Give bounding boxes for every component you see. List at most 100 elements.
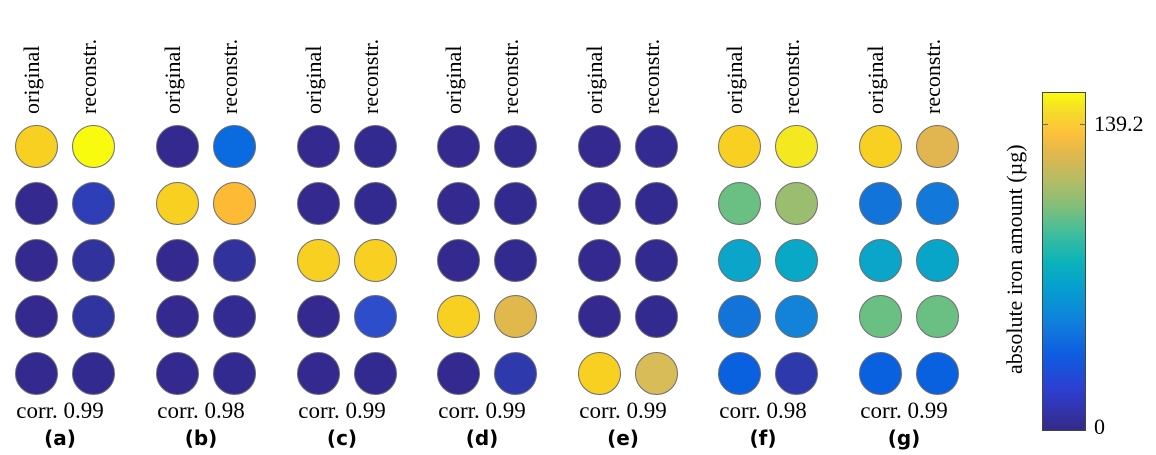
correlation-label: corr. 0.99 [579,398,667,423]
reconstructed-sample-circle [635,352,678,395]
original-sample-circle [718,239,761,282]
reconstructed-sample-circle [635,239,678,282]
panel-letter: (c) [326,426,358,450]
panel-letter: (a) [44,426,76,450]
colorbar-tick-max-right [1080,124,1086,125]
panel-letter: (b) [184,426,218,450]
reconstructed-sample-circle [775,352,818,395]
panel: original reconstr. corr. 0.98 (f) [703,0,823,455]
panel: original reconstr. corr. 0.98 (b) [141,0,261,455]
panel-letter: (e) [607,426,639,450]
original-sample-circle [578,182,621,225]
reconstructed-sample-circle [213,125,256,168]
original-sample-circle [718,182,761,225]
original-sample-circle [15,352,58,395]
original-sample-circle [15,295,58,338]
original-sample-circle [156,182,199,225]
reconstructed-sample-circle [213,295,256,338]
column-label-reconstructed: reconstr. [920,38,945,114]
original-sample-circle [297,352,340,395]
panel: original reconstr. corr. 0.99 (g) [844,0,964,455]
reconstructed-sample-circle [635,182,678,225]
correlation-label: corr. 0.99 [298,398,386,423]
reconstructed-sample-circle [494,125,537,168]
original-sample-circle [578,239,621,282]
column-label-original: original [301,45,326,114]
reconstructed-sample-circle [916,352,959,395]
panel-letter: (f) [749,426,777,450]
column-label-reconstructed: reconstr. [779,38,804,114]
original-sample-circle [578,295,621,338]
original-sample-circle [437,295,480,338]
correlation-label: corr. 0.99 [860,398,948,423]
reconstructed-sample-circle [72,125,115,168]
column-label-reconstructed: reconstr. [76,38,101,114]
original-sample-circle [297,125,340,168]
correlation-label: corr. 0.98 [719,398,807,423]
panel: original reconstr. corr. 0.99 (d) [422,0,542,455]
original-sample-circle [859,182,902,225]
reconstructed-sample-circle [775,239,818,282]
reconstructed-sample-circle [72,239,115,282]
column-label-original: original [160,45,185,114]
reconstructed-sample-circle [635,125,678,168]
reconstructed-sample-circle [775,295,818,338]
reconstructed-sample-circle [494,295,537,338]
reconstructed-sample-circle [354,239,397,282]
column-label-reconstructed: reconstr. [358,38,383,114]
column-label-original: original [19,45,44,114]
original-sample-circle [437,352,480,395]
correlation-label: corr. 0.99 [438,398,526,423]
original-sample-circle [578,125,621,168]
reconstructed-sample-circle [494,239,537,282]
original-sample-circle [437,239,480,282]
panel: original reconstr. corr. 0.99 (e) [563,0,683,455]
original-sample-circle [437,125,480,168]
original-sample-circle [859,352,902,395]
colorbar-min-label: 0 [1094,414,1105,439]
reconstructed-sample-circle [916,239,959,282]
original-sample-circle [718,125,761,168]
reconstructed-sample-circle [213,239,256,282]
reconstructed-sample-circle [72,295,115,338]
original-sample-circle [297,295,340,338]
original-sample-circle [859,239,902,282]
column-label-reconstructed: reconstr. [498,38,523,114]
reconstructed-sample-circle [213,182,256,225]
reconstructed-sample-circle [775,182,818,225]
original-sample-circle [156,125,199,168]
original-sample-circle [718,295,761,338]
column-label-reconstructed: reconstr. [217,38,242,114]
original-sample-circle [578,352,621,395]
column-label-original: original [582,45,607,114]
reconstructed-sample-circle [72,182,115,225]
reconstructed-sample-circle [354,125,397,168]
reconstructed-sample-circle [916,125,959,168]
original-sample-circle [437,182,480,225]
panel: original reconstr. corr. 0.99 (c) [282,0,402,455]
colorbar-max-label: 139.2 [1094,111,1144,136]
panel-letter: (d) [465,426,499,450]
original-sample-circle [297,182,340,225]
correlation-label: corr. 0.99 [16,398,104,423]
reconstructed-sample-circle [494,352,537,395]
original-sample-circle [156,352,199,395]
correlation-label: corr. 0.98 [157,398,245,423]
original-sample-circle [859,295,902,338]
reconstructed-sample-circle [72,352,115,395]
original-sample-circle [859,125,902,168]
panel: original reconstr. corr. 0.99 (a) [0,0,120,455]
reconstructed-sample-circle [916,295,959,338]
reconstructed-sample-circle [775,125,818,168]
colorbar: absolute iron amount (µg) 139.2 0 [1000,0,1156,455]
column-label-reconstructed: reconstr. [639,38,664,114]
reconstructed-sample-circle [354,295,397,338]
column-label-original: original [441,45,466,114]
reconstructed-sample-circle [354,352,397,395]
colorbar-tick-max-left [1042,124,1048,125]
original-sample-circle [15,182,58,225]
original-sample-circle [15,239,58,282]
colorbar-gradient [1042,92,1086,431]
reconstructed-sample-circle [635,295,678,338]
original-sample-circle [156,295,199,338]
